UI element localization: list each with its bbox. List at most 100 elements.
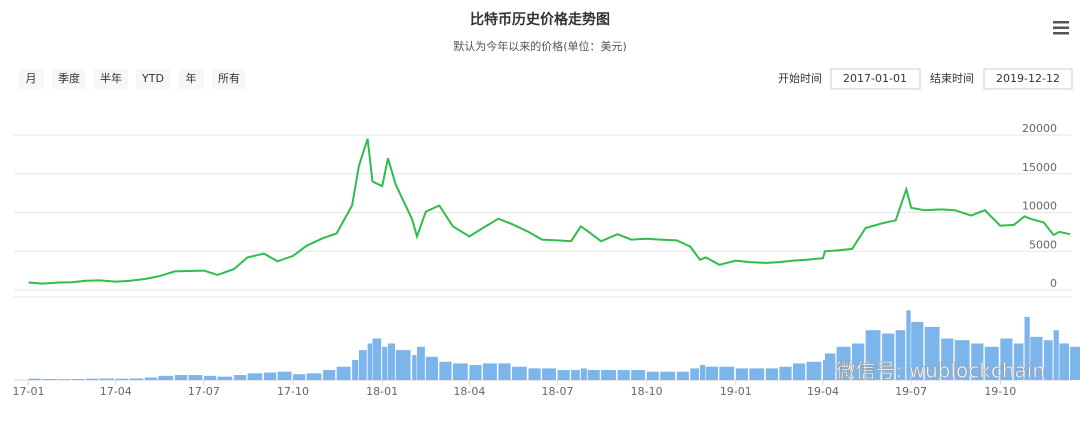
volume-bar (705, 366, 718, 380)
volume-bar (352, 360, 359, 380)
volume-bar (306, 373, 322, 380)
volume-bar (823, 360, 826, 380)
volume-bar (601, 370, 616, 380)
volume-bar (836, 346, 851, 380)
volume-bar (129, 378, 144, 380)
x-tick-label: 17-04 (100, 385, 132, 398)
range-button[interactable] (136, 69, 170, 89)
volume-bar (367, 343, 372, 380)
end-label: 结束时间 (930, 72, 974, 85)
volume-bar (690, 368, 699, 380)
start-label: 开始时间 (778, 71, 822, 85)
x-tick-label: 17-01 (13, 385, 45, 398)
y-tick-label: 0 (1050, 277, 1057, 290)
volume-bar (1059, 343, 1069, 380)
volume-bar (336, 366, 351, 380)
volume-bar (954, 340, 970, 380)
volume-bar (174, 375, 188, 380)
range-button-label: 所有 (218, 71, 240, 85)
volume-bar (895, 330, 906, 380)
volume-bar (865, 330, 881, 380)
watermark: 微信号: wublockchain (836, 359, 1045, 383)
volume-bar (247, 373, 263, 380)
volume-bar (1030, 336, 1043, 380)
end-input[interactable] (983, 68, 1073, 90)
volume-bar (498, 363, 511, 380)
volume-bar (911, 321, 924, 380)
y-tick-label: 15000 (1022, 161, 1057, 174)
volume-bar (571, 370, 580, 380)
volume-bar (233, 375, 247, 380)
volume-bar (412, 355, 417, 380)
volume-bar (792, 363, 806, 380)
range-button-label: YTD (141, 72, 164, 85)
x-tick-label: 17-10 (277, 385, 309, 398)
volume-bar (72, 379, 85, 380)
range-button[interactable] (18, 69, 44, 89)
volume-bar (924, 326, 940, 380)
volume-bar (779, 366, 792, 380)
range-button[interactable] (212, 69, 246, 89)
volume-bar (1024, 316, 1030, 380)
volume-bar (1000, 338, 1013, 380)
volume-bar (971, 343, 984, 380)
volume-bar (542, 368, 556, 380)
menu-icon[interactable] (1053, 21, 1069, 35)
volume-bar (217, 376, 233, 380)
volume-bar (941, 338, 954, 380)
volume-bar (263, 372, 277, 380)
volume-bar (660, 371, 676, 380)
volume-bar (749, 368, 765, 380)
volume-bar (99, 378, 115, 380)
volume-bar (617, 370, 630, 380)
volume-bar (646, 371, 659, 380)
price-line (28, 138, 1071, 285)
volume-bar (144, 377, 158, 380)
volume-bar (676, 371, 689, 380)
end-date: 2019-12-12 (996, 72, 1060, 85)
volume-bar (293, 374, 306, 380)
volume-bar (580, 368, 587, 380)
range-button-label: 半年 (100, 71, 122, 85)
volume-bar (806, 361, 822, 380)
volume-bar (1043, 340, 1053, 380)
volume-bar (382, 346, 388, 380)
range-button[interactable] (52, 69, 86, 89)
volume-bar (557, 370, 570, 380)
y-tick-label: 10000 (1022, 200, 1057, 213)
volume-bar (452, 363, 468, 380)
volume-bar (372, 338, 382, 380)
start-date: 2017-01-01 (843, 72, 907, 85)
menu-bar (1053, 32, 1069, 35)
menu-bar (1053, 21, 1069, 24)
volume-bar (824, 353, 836, 380)
volume-bar (1053, 330, 1059, 380)
volume-bar (277, 371, 292, 380)
start-input[interactable] (830, 68, 921, 90)
volume-bar (115, 378, 128, 380)
x-tick-label: 19-07 (895, 385, 927, 398)
volume-bar (42, 379, 57, 380)
chart-title: 比特币历史价格走势图 (470, 11, 610, 28)
volume-bar (587, 370, 600, 380)
x-tick-label: 19-10 (984, 385, 1016, 398)
range-button-label: 季度 (58, 71, 80, 85)
volume-bar (158, 375, 174, 380)
volume-bar (882, 333, 895, 380)
volume-bar (699, 365, 706, 380)
x-tick-label: 19-01 (720, 385, 752, 398)
volume-bar (631, 370, 646, 380)
range-button[interactable] (94, 69, 128, 89)
volume-bar (469, 365, 482, 380)
volume-bar (765, 368, 779, 380)
volume-bar (439, 361, 452, 380)
chart-subtitle: 默认为今年以来的价格(单位：美元) (453, 39, 627, 53)
volume-bar (984, 346, 999, 380)
x-tick-label: 18-10 (631, 385, 663, 398)
range-button[interactable] (178, 69, 204, 89)
volume-bar (1070, 346, 1080, 380)
volume-bar (511, 366, 527, 380)
volume-bar (482, 363, 497, 380)
x-tick-label: 18-04 (453, 385, 485, 398)
